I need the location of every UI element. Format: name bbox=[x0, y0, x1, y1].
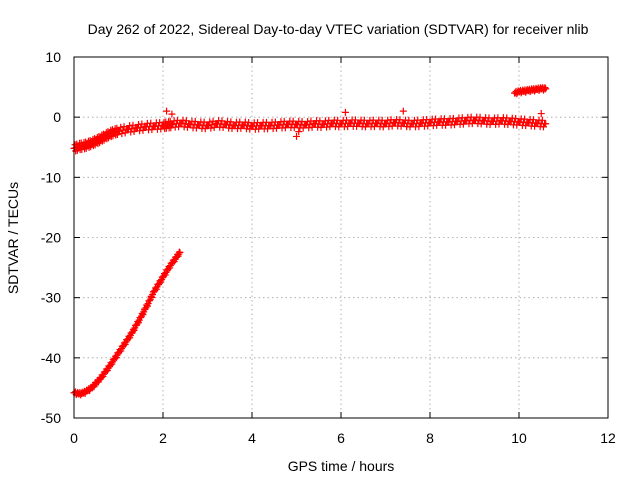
outlier-point bbox=[295, 128, 303, 136]
y-axis-label: SDTVAR / TECUs bbox=[5, 182, 21, 294]
x-tick-label: 4 bbox=[248, 430, 256, 446]
series-outliers bbox=[163, 107, 545, 140]
data-point-fill bbox=[207, 124, 215, 132]
data-point-fill bbox=[130, 128, 138, 136]
data-point-fill bbox=[152, 284, 160, 292]
data-point-fill bbox=[129, 325, 137, 333]
outlier-point bbox=[163, 107, 171, 115]
data-point-fill bbox=[160, 270, 168, 278]
data-point-fill bbox=[138, 309, 146, 317]
y-tick-label: -30 bbox=[41, 290, 61, 306]
data-points bbox=[70, 84, 550, 399]
outlier-point bbox=[399, 107, 407, 115]
data-point-fill bbox=[134, 317, 142, 325]
data-point-fill bbox=[182, 117, 190, 125]
outlier-point bbox=[341, 108, 349, 116]
series-high-arc-end bbox=[511, 84, 550, 98]
data-point-fill bbox=[156, 277, 164, 285]
outlier-point bbox=[293, 132, 300, 140]
y-tick-label: -40 bbox=[41, 350, 61, 366]
x-tick-label: 12 bbox=[600, 430, 616, 446]
data-point bbox=[542, 85, 550, 93]
outlier-point bbox=[537, 110, 545, 118]
x-axis-label: GPS time / hours bbox=[288, 458, 395, 474]
x-tick-label: 8 bbox=[426, 430, 434, 446]
data-point-fill bbox=[541, 84, 549, 92]
grid-lines bbox=[74, 57, 608, 418]
data-point bbox=[542, 120, 550, 128]
outlier-point bbox=[168, 110, 176, 118]
data-point-fill bbox=[143, 301, 151, 309]
series-descending-satellite-arc bbox=[70, 248, 184, 399]
y-tick-label: -10 bbox=[41, 169, 61, 185]
x-tick-label: 10 bbox=[511, 430, 527, 446]
data-point bbox=[176, 249, 184, 257]
data-point-fill bbox=[121, 129, 129, 137]
tick-labels: 0 2 4 6 8 10 12 -50 -40 -30 -20 -10 0 10 bbox=[41, 49, 616, 446]
chart-title: Day 262 of 2022, Sidereal Day-to-day VTE… bbox=[88, 21, 589, 37]
data-point-fill bbox=[118, 130, 126, 138]
tick-marks bbox=[73, 56, 609, 419]
y-tick-label: 10 bbox=[45, 49, 61, 65]
y-tick-label: 0 bbox=[53, 109, 61, 125]
x-tick-label: 0 bbox=[70, 430, 78, 446]
x-tick-label: 6 bbox=[337, 430, 345, 446]
y-tick-label: -20 bbox=[41, 230, 61, 246]
series-main-band bbox=[70, 113, 550, 155]
x-tick-label: 2 bbox=[159, 430, 167, 446]
y-tick-label: -50 bbox=[41, 410, 61, 426]
